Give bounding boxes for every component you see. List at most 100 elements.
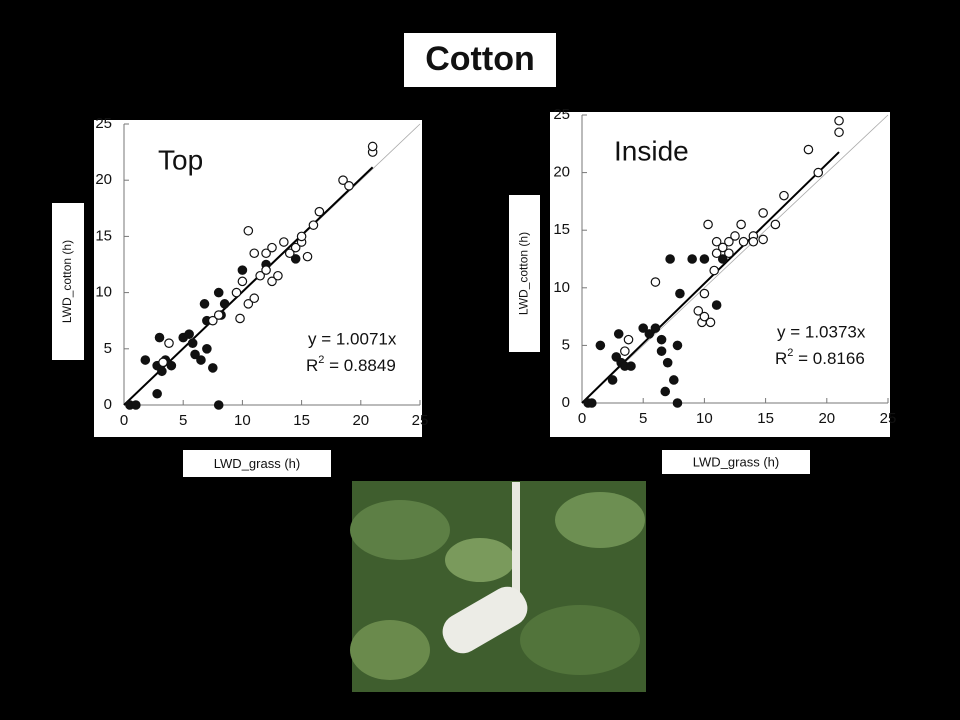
point	[279, 237, 289, 247]
point	[834, 127, 844, 138]
point	[699, 288, 710, 299]
point	[235, 313, 245, 324]
point	[302, 251, 313, 262]
point	[152, 388, 162, 399]
point	[662, 357, 673, 368]
point	[711, 248, 722, 259]
point	[687, 254, 697, 264]
y-tick-label: 25	[553, 106, 570, 123]
point	[650, 323, 661, 333]
point	[213, 310, 224, 320]
point	[711, 300, 722, 310]
y-axis-label: LWD_cotton (h)	[60, 240, 74, 323]
point	[620, 346, 630, 356]
x-axis-label: LWD_grass (h)	[214, 456, 300, 471]
point	[213, 287, 224, 298]
point	[164, 338, 174, 348]
point	[344, 181, 354, 191]
title-box	[404, 33, 556, 87]
point	[736, 219, 746, 230]
r-symbol: R	[775, 349, 787, 368]
r-sup: 2	[318, 354, 324, 366]
y-tick-label: 0	[562, 394, 570, 411]
x-tick-label: 5	[639, 410, 647, 427]
point	[656, 346, 667, 356]
fit-equation: y = 1.0373x	[777, 322, 866, 341]
y-axis-label: LWD_cotton (h)	[517, 232, 531, 315]
point	[675, 288, 685, 299]
point	[249, 248, 260, 259]
r-symbol: R	[306, 356, 318, 375]
point	[730, 231, 740, 241]
point	[656, 334, 667, 345]
chart-title: Inside	[614, 135, 689, 166]
point	[249, 293, 260, 304]
point	[208, 363, 218, 373]
point	[196, 355, 206, 365]
point	[296, 231, 307, 242]
x-tick-label: 5	[179, 412, 187, 429]
point	[595, 340, 606, 351]
point	[607, 375, 618, 385]
point	[273, 270, 283, 281]
r-value: = 0.8849	[324, 356, 395, 375]
point	[184, 329, 194, 339]
x-label-box	[183, 450, 331, 477]
point	[267, 242, 277, 253]
point	[717, 242, 728, 253]
x-label-box	[662, 450, 810, 474]
leaf	[445, 538, 515, 582]
point	[644, 329, 655, 339]
point	[190, 349, 200, 360]
point	[367, 141, 378, 152]
point	[650, 277, 661, 287]
point	[308, 220, 319, 230]
y-tick-label: 25	[95, 115, 112, 132]
leaf	[350, 500, 450, 560]
x-tick-label: 0	[120, 412, 128, 429]
point	[724, 236, 734, 247]
x-tick-label: 25	[412, 412, 429, 429]
point	[711, 236, 722, 247]
point	[202, 343, 212, 354]
point	[586, 398, 597, 408]
point	[703, 219, 713, 230]
point	[626, 361, 636, 371]
leaf	[350, 620, 430, 680]
chart: 0 5 10 15 20 25 0 5 10 15 20 25 Inside y = 1.0373x R2 …	[509, 106, 896, 474]
y-tick-label: 10	[95, 284, 112, 301]
y-label-box	[52, 203, 84, 360]
point	[284, 248, 295, 259]
x-tick-label: 20	[818, 410, 835, 427]
y-tick-label: 5	[104, 340, 112, 357]
point	[813, 167, 824, 178]
point	[758, 208, 768, 218]
point	[140, 355, 151, 365]
r-squared: R2 = 0.8166	[775, 347, 865, 369]
point	[166, 360, 177, 371]
y-tick-label: 10	[553, 279, 570, 296]
pole	[512, 482, 520, 592]
point	[724, 248, 734, 259]
point	[243, 225, 254, 236]
point	[187, 338, 198, 348]
y-tick-label: 5	[562, 336, 570, 353]
point	[261, 265, 271, 275]
x-tick-label: 10	[696, 410, 713, 427]
point	[231, 287, 242, 298]
leaf	[555, 492, 645, 548]
x-tick-label: 25	[880, 410, 897, 427]
point	[237, 276, 248, 287]
y-tick-label: 20	[95, 171, 112, 188]
fit-equation: y = 1.0071x	[308, 329, 397, 348]
point	[638, 323, 648, 333]
x-tick-label: 15	[293, 412, 310, 429]
leaf	[520, 605, 640, 675]
point	[157, 366, 167, 377]
point	[748, 236, 759, 247]
point	[243, 299, 254, 309]
x-tick-label: 0	[578, 410, 586, 427]
point	[154, 332, 165, 343]
x-axis-label: LWD_grass (h)	[693, 454, 779, 469]
